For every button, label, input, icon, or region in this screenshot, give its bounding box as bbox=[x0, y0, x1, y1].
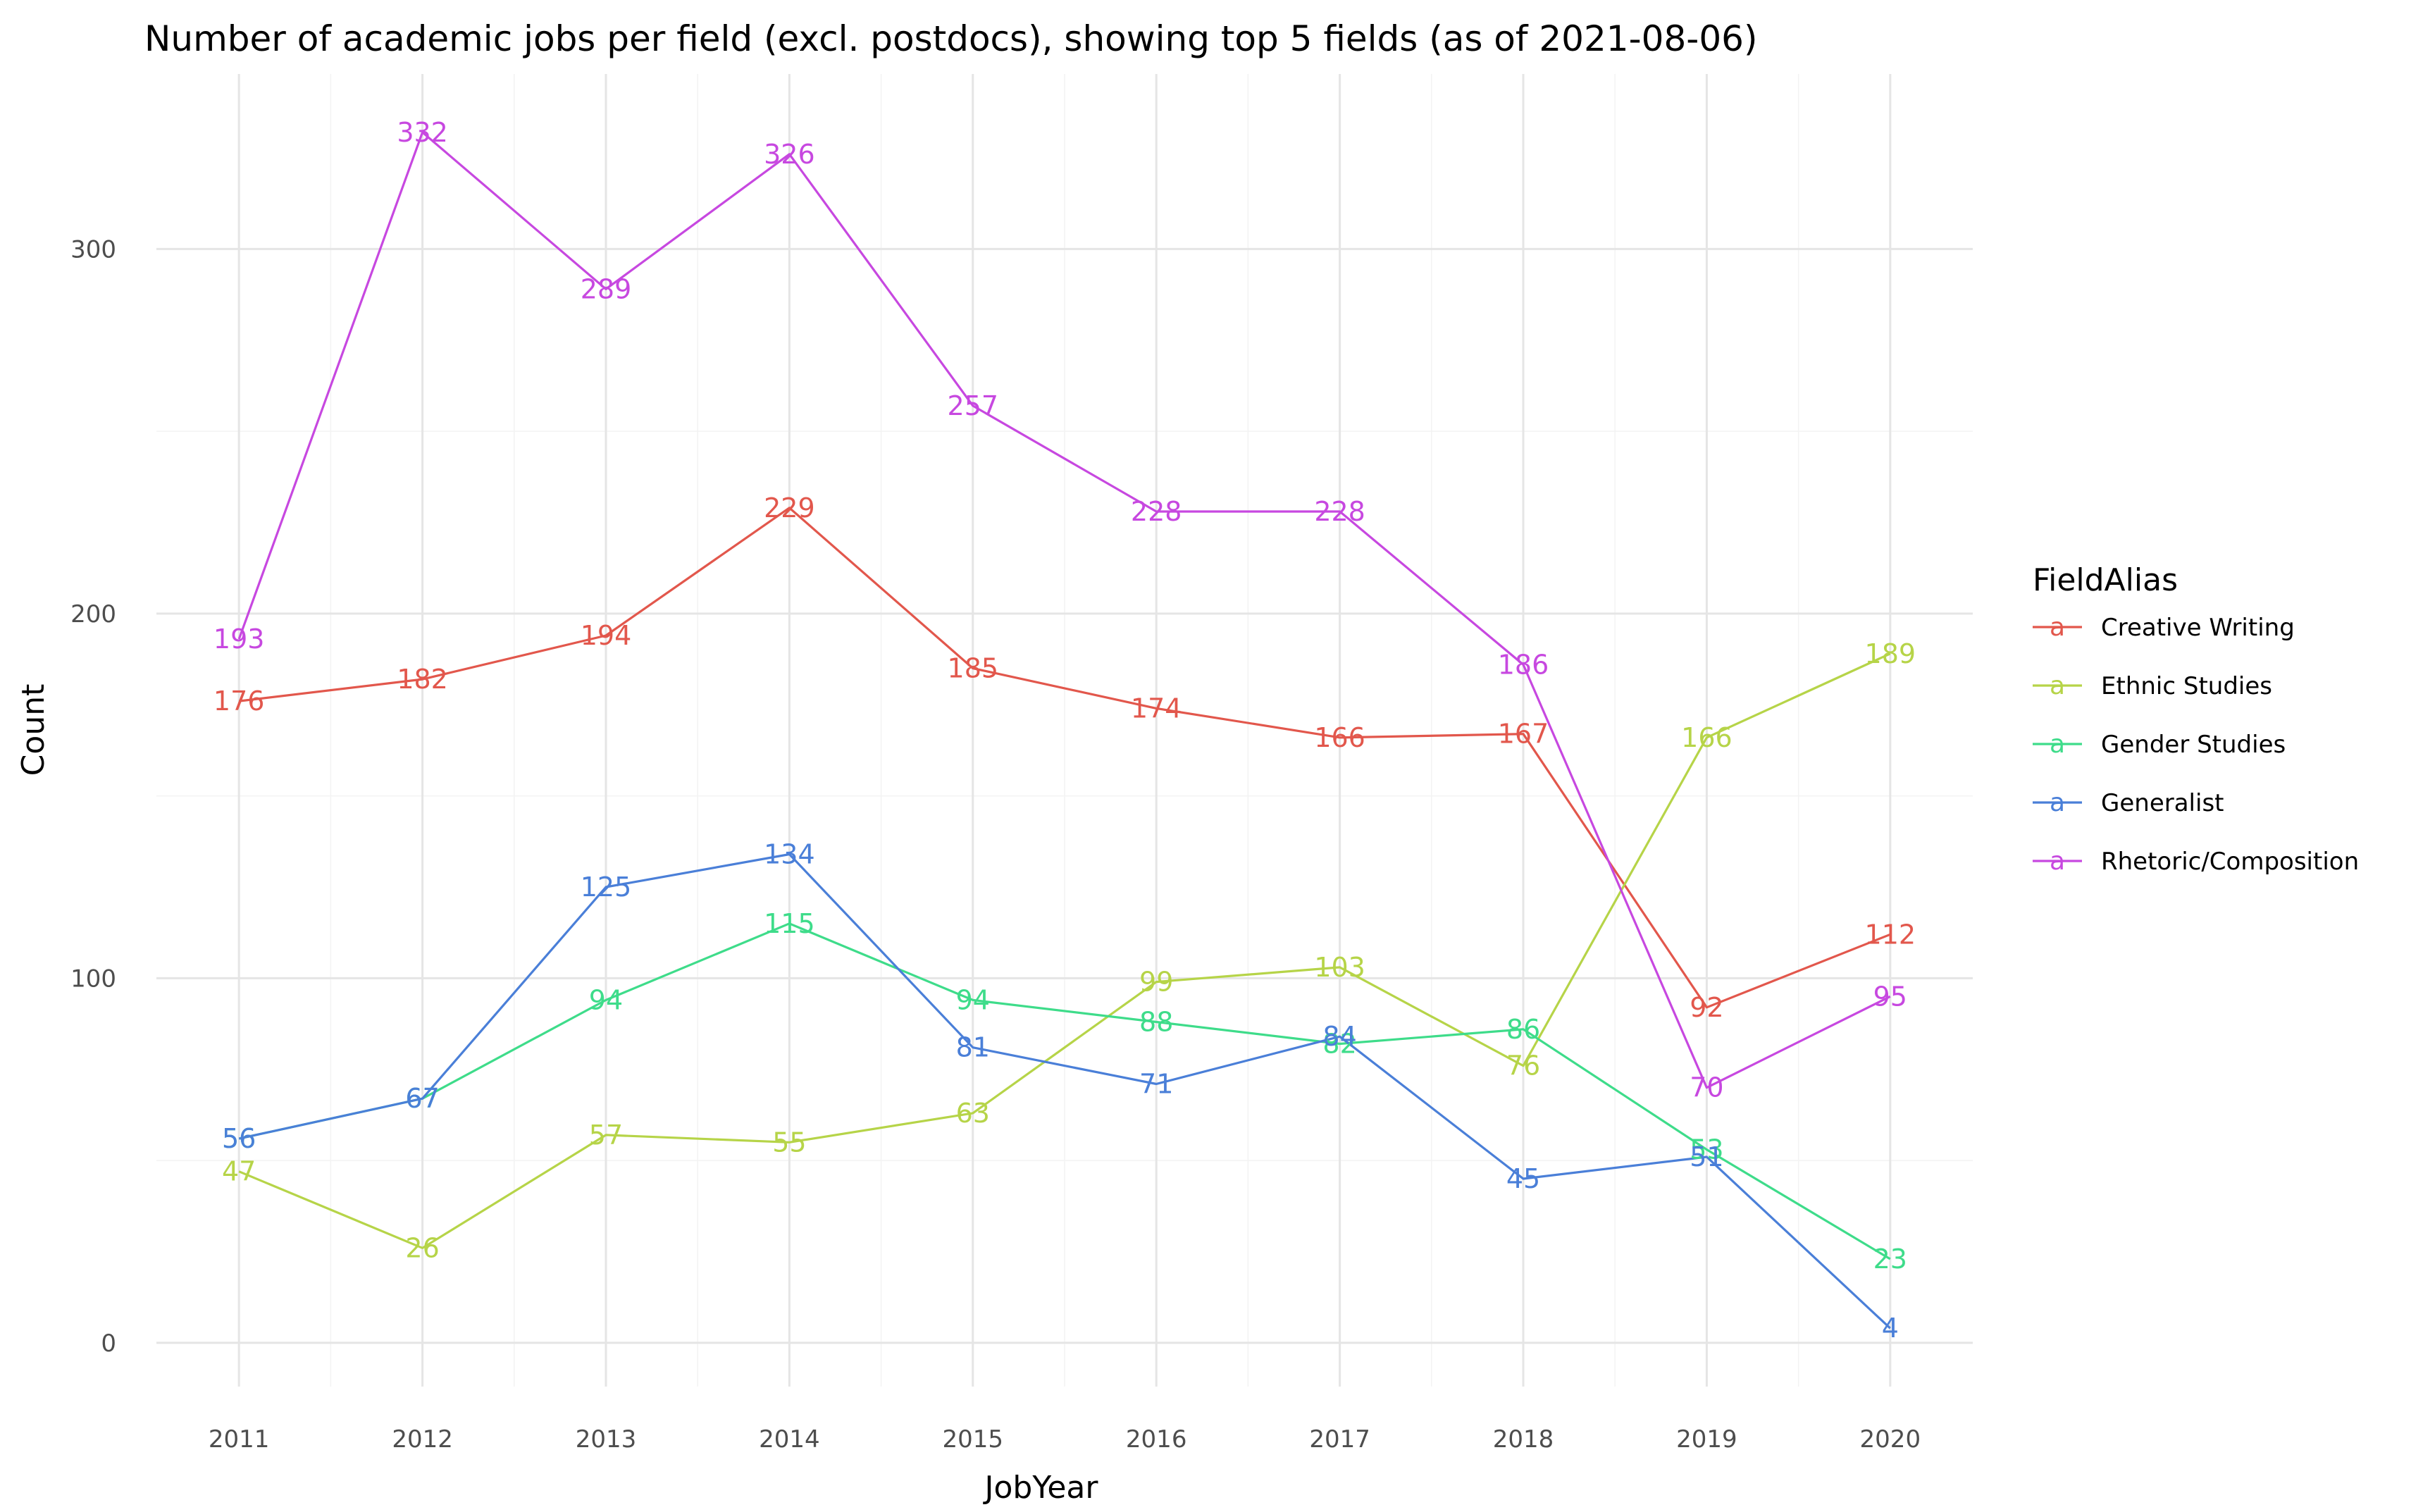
x-tick-label: 2014 bbox=[759, 1425, 820, 1454]
chart-title: Number of academic jobs per field (excl.… bbox=[144, 18, 1757, 59]
data-label: 47 bbox=[222, 1156, 256, 1187]
data-label: 193 bbox=[213, 624, 265, 655]
x-tick-label: 2011 bbox=[209, 1425, 270, 1454]
data-label: 76 bbox=[1506, 1051, 1540, 1082]
legend-key-glyph: a bbox=[2050, 730, 2065, 759]
data-label: 82 bbox=[1322, 1029, 1356, 1060]
x-tick-label: 2015 bbox=[943, 1425, 1004, 1454]
data-label: 166 bbox=[1681, 722, 1733, 753]
legend-key-glyph: a bbox=[2050, 788, 2065, 817]
series-lines bbox=[237, 131, 1891, 1330]
data-label: 125 bbox=[581, 872, 632, 903]
data-label: 176 bbox=[213, 686, 265, 717]
legend-item: a Creative Writing bbox=[2033, 613, 2295, 642]
data-label: 257 bbox=[948, 390, 999, 421]
legend-item: a Ethnic Studies bbox=[2033, 671, 2272, 700]
data-label: 112 bbox=[1865, 919, 1916, 950]
x-tick-label: 2018 bbox=[1493, 1425, 1554, 1454]
data-label: 51 bbox=[1690, 1141, 1723, 1172]
x-tick-label: 2016 bbox=[1126, 1425, 1187, 1454]
x-tick-label: 2019 bbox=[1676, 1425, 1737, 1454]
legend-label: Gender Studies bbox=[2101, 731, 2286, 759]
data-label: 167 bbox=[1498, 719, 1549, 750]
legend-label: Ethnic Studies bbox=[2101, 672, 2272, 700]
legend-key-glyph: a bbox=[2050, 671, 2065, 700]
y-tick-label: 0 bbox=[101, 1330, 116, 1358]
legend-label: Rhetoric/Composition bbox=[2101, 848, 2359, 876]
legend-item: a Gender Studies bbox=[2033, 730, 2286, 759]
series-line bbox=[238, 652, 1891, 1249]
data-label: 182 bbox=[397, 664, 448, 695]
data-label: 94 bbox=[956, 984, 990, 1015]
data-label: 189 bbox=[1865, 638, 1916, 669]
data-label: 26 bbox=[405, 1232, 439, 1263]
data-label: 84 bbox=[1322, 1021, 1356, 1052]
data-label: 57 bbox=[589, 1120, 623, 1151]
data-label: 92 bbox=[1690, 992, 1723, 1023]
data-label: 81 bbox=[956, 1032, 990, 1063]
data-label: 70 bbox=[1690, 1072, 1723, 1103]
legend-title: FieldAlias bbox=[2033, 562, 2178, 598]
data-label: 63 bbox=[956, 1098, 990, 1129]
x-tick-label: 2012 bbox=[392, 1425, 453, 1454]
data-label: 45 bbox=[1506, 1163, 1540, 1194]
data-label: 95 bbox=[1873, 981, 1907, 1012]
legend-key-glyph: a bbox=[2050, 613, 2065, 642]
data-label: 289 bbox=[581, 273, 632, 304]
legend-item: a Generalist bbox=[2033, 788, 2224, 817]
legend-label: Creative Writing bbox=[2101, 614, 2295, 642]
data-label: 71 bbox=[1139, 1068, 1173, 1099]
grid bbox=[156, 74, 1973, 1387]
data-label: 115 bbox=[764, 908, 815, 939]
y-tick-label: 100 bbox=[70, 965, 116, 993]
x-axis-title: JobYear bbox=[983, 1470, 1099, 1506]
data-label: 103 bbox=[1314, 952, 1365, 983]
data-label: 229 bbox=[764, 492, 815, 523]
data-label: 166 bbox=[1314, 722, 1365, 753]
data-label: 228 bbox=[1314, 496, 1365, 527]
data-label: 186 bbox=[1498, 649, 1549, 680]
data-label: 23 bbox=[1873, 1244, 1907, 1275]
legend-label: Generalist bbox=[2101, 789, 2224, 817]
data-label: 56 bbox=[222, 1123, 256, 1154]
data-label: 94 bbox=[589, 984, 623, 1015]
data-label: 174 bbox=[1131, 693, 1182, 724]
data-label: 4 bbox=[1882, 1313, 1899, 1344]
axis-ticks: 2011 2012 2013 2014 2015 2016 2017 2018 2019 2020… bbox=[70, 235, 1921, 1454]
data-label: 67 bbox=[405, 1083, 439, 1114]
legend: FieldAlias a Creative Writing a Ethnic Stud… bbox=[2033, 562, 2359, 876]
legend-key-glyph: a bbox=[2050, 847, 2065, 876]
data-label: 134 bbox=[764, 838, 815, 869]
y-tick-label: 300 bbox=[70, 235, 116, 264]
x-tick-label: 2017 bbox=[1309, 1425, 1370, 1454]
legend-item: a Rhetoric/Composition bbox=[2033, 847, 2359, 876]
data-label: 99 bbox=[1139, 967, 1173, 998]
x-tick-label: 2020 bbox=[1860, 1425, 1921, 1454]
data-label: 326 bbox=[764, 139, 815, 170]
data-label: 86 bbox=[1506, 1014, 1540, 1045]
data-label: 88 bbox=[1139, 1007, 1173, 1038]
series-line bbox=[238, 922, 1891, 1260]
data-label: 228 bbox=[1131, 496, 1182, 527]
data-label: 67 bbox=[405, 1083, 439, 1114]
y-axis-title: Count bbox=[16, 684, 51, 776]
data-label: 332 bbox=[397, 117, 448, 148]
data-label: 55 bbox=[772, 1127, 806, 1158]
data-label: 194 bbox=[581, 620, 632, 651]
series-line bbox=[238, 853, 1891, 1330]
data-label: 185 bbox=[948, 653, 999, 684]
x-tick-label: 2013 bbox=[576, 1425, 637, 1454]
data-label: 53 bbox=[1690, 1134, 1723, 1165]
series-line bbox=[239, 507, 1891, 1009]
y-tick-label: 200 bbox=[70, 600, 116, 628]
data-label: 56 bbox=[222, 1123, 256, 1154]
series-line bbox=[237, 131, 1891, 1089]
data-labels: 176 182 194 229 185 174 166 167 92 112 47 26 57 55 63 9… bbox=[213, 117, 1916, 1344]
